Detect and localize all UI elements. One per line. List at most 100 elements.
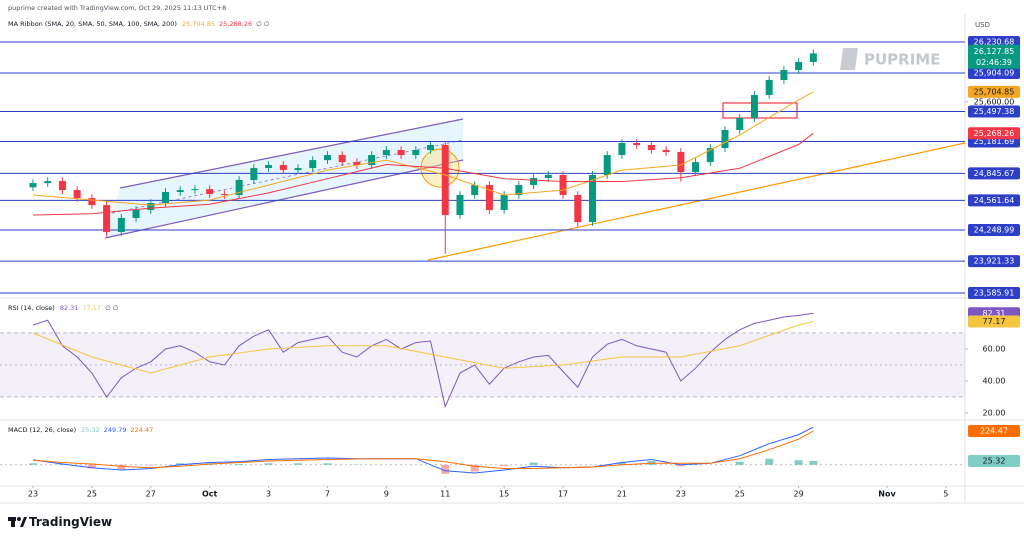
axis-tag: 24,561.64: [968, 194, 1020, 207]
brand-watermark: PUPRIME: [864, 51, 940, 69]
candle-body: [721, 130, 729, 149]
axis-tag-label: 224.47: [980, 426, 1008, 435]
candle-body: [441, 145, 449, 216]
axis-tag-label: 24,845.67: [974, 169, 1015, 178]
channel-upper: [119, 118, 464, 189]
candle-body: [235, 180, 243, 196]
series-line: [32, 430, 814, 469]
axis-tag: 25,904.09: [968, 66, 1020, 79]
axis-tag-box: [968, 127, 1020, 140]
legend-title: MACD (12, 26, close): [8, 426, 76, 434]
x-tick-label: 17: [558, 490, 568, 499]
candle-body: [427, 145, 435, 151]
axis-tags: 26,230.68 25,904.09 25,497.38 25,181.69 24,8…: [968, 35, 1020, 467]
axis-tag-label: 25,497.38: [974, 107, 1015, 116]
series-line: [32, 321, 814, 374]
axis-tag-box: [968, 315, 1020, 328]
axis-tag-label: 82.31: [983, 309, 1006, 318]
candle-body: [206, 189, 214, 195]
candle-body: [515, 185, 523, 196]
y-tick-label: 60.00: [983, 344, 1006, 353]
x-tick-label: 25: [735, 490, 745, 499]
last-price-tag: 26,127.85 02:46:39: [968, 44, 1020, 69]
legend-value: 25,704.85: [182, 20, 215, 28]
candle-body: [117, 217, 125, 233]
histogram-bar: [809, 460, 818, 465]
histogram-bar: [765, 458, 774, 465]
candle-body: [500, 195, 508, 211]
series-line: [32, 426, 814, 474]
logo-part: [20, 517, 27, 527]
brand: PUPRIME: [840, 48, 940, 70]
candle-body: [603, 155, 611, 175]
legend-title: RSI (14, close): [8, 304, 55, 312]
axis-tag-label: 26,230.68: [974, 37, 1015, 46]
legend-value: 224.47: [131, 426, 154, 434]
histogram-bar: [117, 464, 126, 470]
axis-tag-box: [968, 66, 1020, 79]
legend-title: MA Ribbon (SMA, 20, SMA, 50, SMA, 100, S…: [8, 20, 177, 28]
y-tick-label: 20.00: [983, 408, 1006, 417]
histogram-bar: [676, 464, 685, 467]
candle-body: [147, 202, 155, 211]
axis-tag-box: [968, 424, 1020, 437]
candle-body: [633, 143, 641, 146]
x-tick-label: 9: [384, 490, 389, 499]
brand-logo: [840, 48, 858, 70]
axis-tag-label: 25,268.26: [974, 129, 1015, 138]
candle-body: [485, 185, 493, 211]
axis-tag-label: 25,181.69: [974, 137, 1015, 146]
axis-tag: 25,497.38: [968, 105, 1020, 118]
histogram-bar: [235, 464, 244, 465]
axis-tag: 224.47: [968, 424, 1020, 437]
axis-tag: 25.32: [968, 454, 1020, 467]
candle-body: [309, 160, 317, 169]
x-tick-label: 7: [325, 490, 330, 499]
candle-body: [736, 117, 744, 131]
candle-body: [692, 162, 700, 173]
drawings: [104, 102, 966, 261]
axis-tag-label: 24,248.99: [974, 226, 1015, 235]
candle-body: [44, 181, 52, 184]
axis-tag-box: [968, 286, 1020, 299]
candle-body: [191, 189, 199, 191]
axis-tag-label: 25,704.85: [974, 87, 1015, 96]
candle-body: [662, 150, 670, 153]
histogram-bar: [28, 463, 37, 465]
axis-tag-box: [968, 255, 1020, 268]
candle-body: [412, 150, 420, 156]
axis-tag: 25,704.85: [968, 85, 1020, 98]
candle-body: [677, 152, 685, 173]
candle-body: [456, 195, 464, 216]
axis-tag: 24,248.99: [968, 224, 1020, 237]
y-tick-label: 40.00: [983, 376, 1006, 385]
histogram-bar: [500, 464, 509, 467]
trendline: [427, 142, 966, 261]
candle-body: [294, 168, 302, 171]
x-tick-label: 23: [676, 490, 686, 499]
candle-body: [647, 145, 655, 151]
histogram-bar: [264, 463, 273, 465]
countdown: 02:46:39: [976, 58, 1012, 67]
candle-body: [161, 191, 169, 203]
series-line: [32, 91, 814, 206]
axis-tag: 25,268.26: [968, 127, 1020, 140]
candle-body: [88, 198, 96, 206]
axis-tag-label: 25,904.09: [974, 68, 1015, 77]
axis-tag-box: [968, 224, 1020, 237]
histogram-bar: [87, 464, 96, 469]
candle-body: [220, 194, 228, 196]
last-price-label: 26,127.85: [974, 47, 1015, 56]
credit: puprime created with TradingView.com, Oc…: [8, 4, 226, 12]
legend-value: 25.32: [81, 426, 100, 434]
axis-tag-box: [968, 105, 1020, 118]
candle-body: [706, 148, 714, 163]
candle-body: [397, 150, 405, 156]
axis-tag-label: 23,585.91: [974, 288, 1015, 297]
candle-body: [780, 70, 788, 80]
x-tick-label: 11: [440, 490, 450, 499]
candle-body: [176, 190, 184, 192]
footer-brand: TradingView: [29, 515, 112, 529]
candle-body: [530, 178, 538, 186]
currency: USD: [975, 21, 990, 29]
